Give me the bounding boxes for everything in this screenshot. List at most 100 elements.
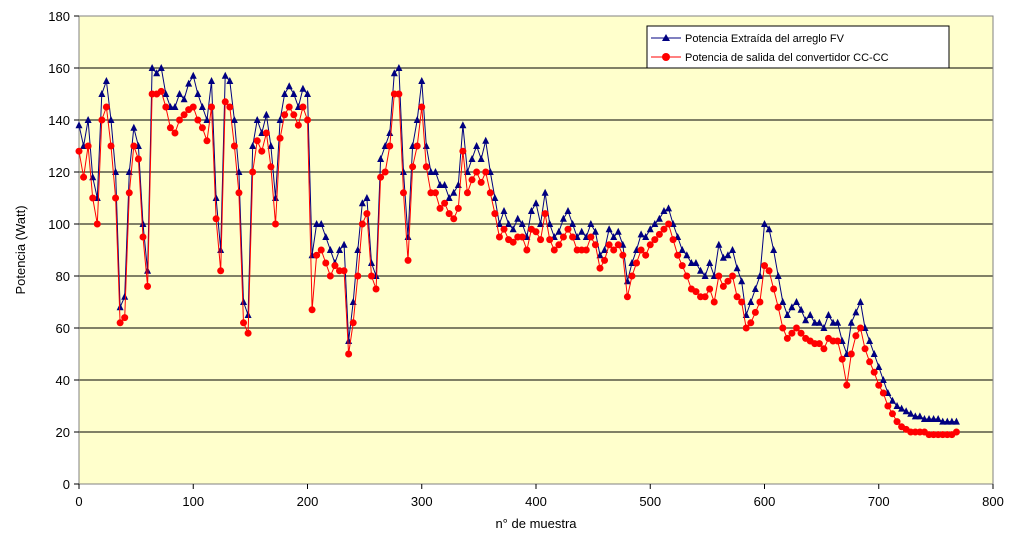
x-axis-title: n° de muestra xyxy=(495,516,577,531)
data-point xyxy=(706,259,714,266)
data-point xyxy=(157,87,165,95)
data-point xyxy=(326,272,334,280)
data-point xyxy=(701,272,709,279)
data-point xyxy=(633,259,641,267)
data-point xyxy=(162,103,170,111)
data-point xyxy=(221,98,229,106)
data-point xyxy=(888,410,896,418)
data-point xyxy=(537,236,545,244)
data-point xyxy=(367,259,375,266)
data-point xyxy=(505,220,513,227)
data-point xyxy=(473,168,481,176)
data-point xyxy=(559,233,567,241)
data-point xyxy=(240,319,248,327)
data-point xyxy=(820,345,828,353)
data-point xyxy=(651,220,659,227)
data-point xyxy=(783,334,791,342)
data-point xyxy=(911,412,919,420)
data-point xyxy=(729,272,737,280)
data-point xyxy=(463,189,471,197)
data-point xyxy=(509,238,517,246)
data-point xyxy=(541,188,549,196)
data-point xyxy=(358,199,366,207)
data-point xyxy=(847,318,855,326)
data-point xyxy=(304,90,311,97)
data-point xyxy=(107,142,115,150)
data-point xyxy=(884,402,892,410)
data-point xyxy=(920,415,928,422)
data-point xyxy=(395,64,403,71)
data-point xyxy=(555,241,563,249)
data-point xyxy=(208,77,216,84)
data-point xyxy=(112,194,120,202)
data-point xyxy=(838,355,846,363)
data-point xyxy=(335,246,343,253)
data-point xyxy=(130,142,138,150)
data-point xyxy=(847,350,855,358)
data-point xyxy=(587,220,595,227)
data-point xyxy=(587,233,595,241)
data-point xyxy=(203,116,211,123)
data-point xyxy=(655,214,663,222)
data-point xyxy=(153,69,161,77)
data-point xyxy=(308,306,316,314)
legend-circle-icon xyxy=(662,53,670,61)
data-point xyxy=(783,311,791,318)
data-point xyxy=(651,236,659,244)
data-point xyxy=(861,345,869,353)
data-point xyxy=(697,266,705,274)
data-point xyxy=(669,236,677,244)
data-point xyxy=(267,142,275,149)
legend-label-cc: Potencia de salida del convertidor CC-CC xyxy=(685,52,889,64)
data-point xyxy=(98,90,106,97)
plot-area xyxy=(79,16,993,484)
data-point xyxy=(221,71,229,79)
data-point xyxy=(84,142,92,150)
data-point xyxy=(299,103,307,111)
data-point xyxy=(276,116,284,123)
data-point xyxy=(514,214,522,222)
data-point xyxy=(797,305,805,313)
data-point xyxy=(381,168,389,176)
data-point xyxy=(436,181,444,188)
data-point xyxy=(121,292,129,300)
data-point xyxy=(591,227,599,235)
data-point xyxy=(537,220,545,227)
data-point xyxy=(683,251,691,259)
data-point xyxy=(477,155,485,162)
y-tick-label: 160 xyxy=(48,61,70,76)
data-point xyxy=(578,227,586,235)
series-group xyxy=(75,64,960,439)
data-point xyxy=(779,324,787,332)
x-axis: 0 100 200 300 400 500 600 700 800 xyxy=(75,484,1004,509)
data-point xyxy=(98,116,106,124)
data-point xyxy=(532,199,540,207)
data-point xyxy=(399,168,407,175)
data-point xyxy=(454,204,462,212)
data-point xyxy=(747,298,755,305)
data-point xyxy=(601,256,609,264)
data-point xyxy=(276,134,284,142)
data-point xyxy=(614,241,622,249)
data-point xyxy=(733,264,741,272)
data-point xyxy=(614,227,622,235)
data-point xyxy=(870,350,878,357)
data-point xyxy=(500,207,508,214)
data-point xyxy=(678,262,686,270)
data-point xyxy=(879,376,887,383)
data-point xyxy=(532,228,540,236)
data-point xyxy=(710,298,718,306)
data-point xyxy=(102,77,110,84)
data-point xyxy=(116,303,124,311)
data-point xyxy=(304,116,311,124)
data-point xyxy=(285,82,293,90)
data-point xyxy=(399,189,407,197)
data-point xyxy=(208,103,216,111)
data-point xyxy=(500,225,508,233)
data-point xyxy=(788,303,796,311)
data-point xyxy=(134,155,142,163)
data-point xyxy=(701,293,709,301)
data-point xyxy=(354,272,362,280)
data-point xyxy=(340,240,348,248)
